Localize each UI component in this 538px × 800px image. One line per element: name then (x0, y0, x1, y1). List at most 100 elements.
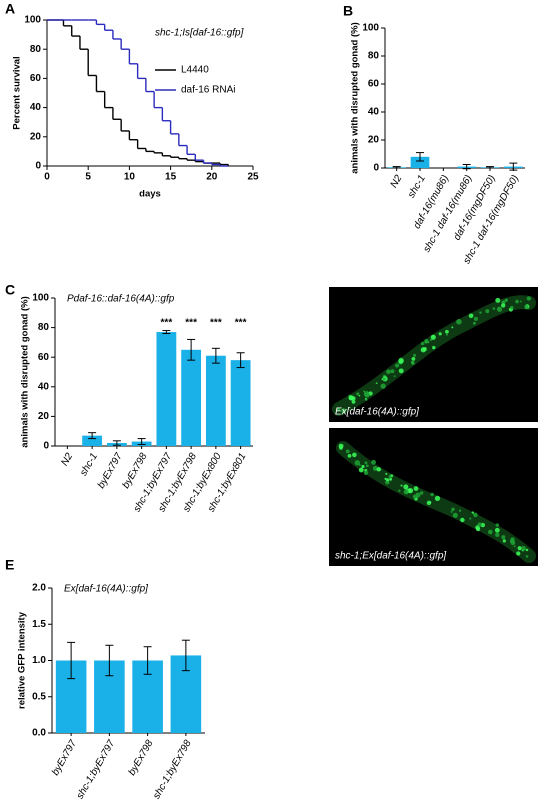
gfp-spot (458, 509, 462, 512)
y-tick-label: 60 (30, 73, 42, 84)
gfp-spot (354, 460, 361, 466)
gfp-spot (501, 535, 506, 540)
y-tick-label: 40 (30, 102, 42, 113)
y-tick-label: 0 (373, 163, 379, 174)
y-tick-label: 20 (30, 131, 42, 142)
gfp-spot (411, 356, 416, 361)
panel-letter: D (331, 287, 341, 303)
chart-title: Ex[daf-16(4A)::gfp] (64, 584, 148, 595)
gfp-spot (364, 392, 370, 398)
gfp-spot (492, 307, 496, 310)
gfp-spot (473, 316, 478, 321)
gfp-spot (382, 377, 386, 381)
worm-body (336, 441, 536, 563)
x-axis-label: days (139, 189, 161, 200)
gfp-spot (479, 311, 482, 314)
error-bar (416, 152, 424, 162)
error-bar (105, 644, 114, 677)
panel-letter: E (5, 557, 14, 573)
gfp-spot (338, 443, 344, 449)
gfp-spot (434, 495, 441, 502)
y-tick-label: 0.5 (32, 691, 46, 702)
y-tick-label: 80 (30, 44, 42, 55)
error-bar (137, 438, 146, 446)
significance-label: *** (161, 318, 173, 329)
gfp-spot (411, 361, 415, 365)
gfp-spot (516, 551, 521, 556)
gfp-spot (460, 517, 465, 523)
gfp-spot (519, 300, 522, 303)
gfp-spot (445, 333, 448, 336)
gfp-spot (430, 492, 434, 497)
gfp-spot (445, 329, 449, 334)
x-tick-label: byEx798 (127, 738, 156, 778)
chart-title: Pdaf-16::daf-16(4A)::gfp (67, 294, 175, 305)
gfp-spot (398, 358, 404, 364)
error-bar (187, 338, 196, 361)
worm-body (332, 295, 536, 416)
y-tick-label: 0.0 (32, 728, 46, 739)
legend-label: L4440 (181, 65, 209, 76)
gfp-spot (450, 510, 453, 513)
significance-label: *** (210, 318, 222, 329)
bar (181, 349, 202, 446)
y-axis-label: Percent survival (12, 56, 23, 129)
error-bar (162, 330, 171, 335)
gfp-spot (420, 341, 425, 346)
gfp-spot (472, 321, 476, 325)
y-tick-label: 0 (35, 161, 41, 172)
gfp-spot (501, 303, 506, 308)
gfp-spot (398, 368, 404, 374)
panel-letter: B (343, 3, 353, 19)
gfp-spot (395, 363, 400, 368)
gfp-spot (471, 511, 475, 514)
gfp-spot (351, 396, 356, 401)
gfp-spot (419, 491, 424, 495)
x-tick-label: byEx797 (50, 738, 79, 778)
error-bar (112, 440, 121, 446)
y-axis-label: animals with disrupted gonad (%) (350, 22, 361, 173)
gfp-spot (513, 545, 516, 548)
y-tick-label: 40 (38, 381, 50, 392)
gfp-spot (517, 546, 522, 551)
y-tick-label: 100 (362, 23, 379, 34)
gfp-spot (451, 507, 455, 512)
y-axis-label: relative GFP intensity (17, 611, 28, 709)
gfp-spot (477, 522, 482, 527)
y-tick-label: 60 (368, 79, 380, 90)
micrograph: Ex[daf-16(4A)::gfp] (329, 287, 538, 422)
gfp-spot (502, 539, 506, 543)
x-tick-label: 15 (165, 172, 177, 183)
error-bar (211, 347, 220, 364)
gfp-spot (390, 474, 394, 477)
gfp-spot (352, 452, 357, 458)
micrograph: shc-1;Ex[daf-16(4A)::gfp] (329, 428, 538, 566)
gfp-spot (393, 375, 396, 378)
gfp-spot (524, 305, 529, 310)
gfp-spot (509, 539, 514, 544)
gfp-spot (429, 338, 433, 341)
error-bar (181, 639, 190, 672)
x-tick-label: shc-1 (406, 173, 428, 200)
error-bar (67, 641, 76, 680)
annotation: shc-1;Is[daf-16::gfp] (155, 28, 244, 39)
gfp-spot (341, 408, 346, 414)
gfp-spot (476, 527, 481, 532)
y-tick-label: 1.5 (32, 619, 46, 630)
gfp-spot (364, 461, 368, 465)
gfp-spot (403, 489, 409, 495)
gfp-spot (403, 484, 409, 490)
gfp-spot (371, 459, 376, 465)
x-tick-label: 5 (85, 172, 91, 183)
gfp-spot (351, 399, 356, 404)
image-caption: shc-1;Ex[daf-16(4A)::gfp] (335, 551, 446, 562)
gfp-spot (364, 397, 367, 400)
gfp-spot (358, 467, 364, 473)
gfp-spot (451, 326, 454, 329)
y-tick-label: 100 (32, 293, 49, 304)
significance-label: *** (235, 318, 247, 329)
gfp-spot (515, 299, 519, 304)
image-caption: Ex[daf-16(4A)::gfp] (335, 407, 419, 418)
gfp-spot (372, 466, 378, 471)
